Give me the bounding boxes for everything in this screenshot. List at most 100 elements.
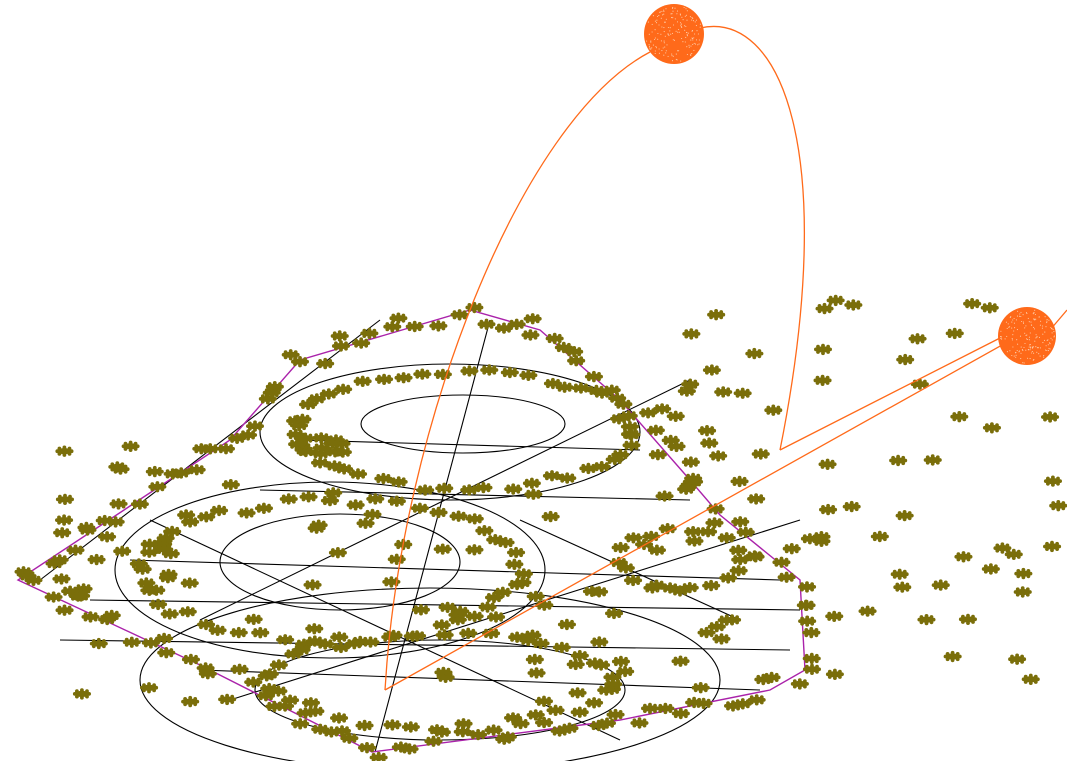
scatter-point-18 [349,468,368,480]
scatter-point-85 [254,502,273,514]
scatter-point-107 [526,709,545,721]
scatter-point-263 [369,751,388,761]
scatter-point-339 [813,374,832,386]
scatter-point-33 [375,373,394,385]
scatter-point-185 [246,420,264,432]
scatter-point-140 [603,671,622,683]
scatter-point-233 [802,626,821,639]
scatter-point-387 [244,613,263,625]
scatter-point-133 [482,627,501,640]
scatter-point-254 [511,717,530,730]
scatter-point-313 [950,411,969,423]
scatter-point-16 [389,476,408,488]
scatter-point-420 [303,579,322,591]
scatter-point-113 [383,719,402,731]
scatter-point-425 [180,577,199,589]
scatter-point-109 [484,724,503,736]
scatter-point-150 [729,565,748,577]
scatter-point-164 [699,526,718,538]
scatter-point-381 [328,547,347,559]
scatter-point-303 [842,500,861,513]
scatter-point-171 [66,544,85,556]
scatter-point-194 [352,337,371,349]
scatter-point-250 [589,719,608,732]
scatter-point-292 [1041,411,1060,423]
scatter-point-2 [622,429,641,441]
scatter-point-283 [98,613,117,626]
scatter-point-289 [895,510,914,522]
scatter-point-265 [340,732,359,744]
scatter-point-206 [521,329,540,341]
scatter-point-139 [592,659,611,671]
scatter-point-314 [893,581,912,593]
scatter-point-209 [565,346,584,358]
scatter-point-434 [72,590,91,602]
scatter-point-165 [717,532,736,544]
scatter-point-71 [149,598,168,611]
scatter-point-9 [542,470,561,482]
scatter-point-106 [546,704,565,716]
scatter-point-298 [666,410,685,422]
scatter-point-146 [296,432,315,444]
scatter-point-435 [524,488,543,500]
scatter-point-429 [519,634,538,647]
scatter-point-422 [52,573,71,585]
scatter-point-236 [790,678,809,690]
scatter-point-442 [382,576,401,588]
scatter-point-308 [800,533,819,545]
scatter-point-323 [751,448,770,460]
scatter-point-360 [568,687,587,699]
scatter-point-432 [312,442,331,454]
scatter-point-225 [736,526,755,538]
scatter-point-64 [276,634,295,646]
scatter-point-341 [980,302,999,314]
scatter-point-53 [485,591,503,604]
scatter-point-137 [570,650,589,662]
scatter-point-191 [316,357,335,370]
scatter-point-374 [691,682,710,694]
scatter-point-128 [351,635,370,648]
scatter-point-149 [731,554,750,566]
scatter-point-414 [525,653,544,666]
scatter-point-325 [896,353,915,366]
scatter-point-284 [81,611,100,623]
scatter-point-388 [181,695,200,708]
wire-line-9 [199,379,691,621]
scatter-point-400 [709,450,728,462]
scatter-point-382 [611,655,630,668]
scatter-point-277 [181,653,200,666]
wire-line-7 [199,669,761,691]
scatter-point-238 [754,673,773,686]
trajectory-line-2 [779,337,1001,451]
scatter-point-175 [109,498,128,510]
scatter-point-337 [844,299,863,311]
scatter-point-342 [1014,567,1033,580]
scatter-point-48 [620,421,639,433]
scatter-point-196 [383,321,402,333]
scatter-point-103 [597,684,616,696]
scatter-point-65 [251,627,270,639]
scatter-point-377 [113,545,132,557]
scatter-point-68 [197,618,216,631]
scatter-point-354 [177,509,196,521]
scatter-point-371 [700,437,719,449]
scatter-point-115 [330,712,349,724]
wire-ellipse-3 [219,513,461,611]
wire-line-1 [374,319,491,753]
scatter-point-112 [401,721,420,733]
scatter-point-228 [777,571,796,583]
scatter-point-86 [279,493,298,505]
wire-line-2 [299,439,641,451]
scatter-point-431 [685,535,704,547]
scatter-point-198 [405,320,424,333]
scatter-point-127 [330,631,349,643]
scatter-point-288 [24,574,43,586]
scatter-point-88 [320,494,339,507]
scatter-point-418 [566,658,585,671]
scatter-point-205 [523,313,542,325]
scatter-point-340 [814,343,832,356]
scatter-point-394 [55,493,74,505]
scatter-point-36 [433,368,452,381]
wire-line-10 [229,519,801,701]
